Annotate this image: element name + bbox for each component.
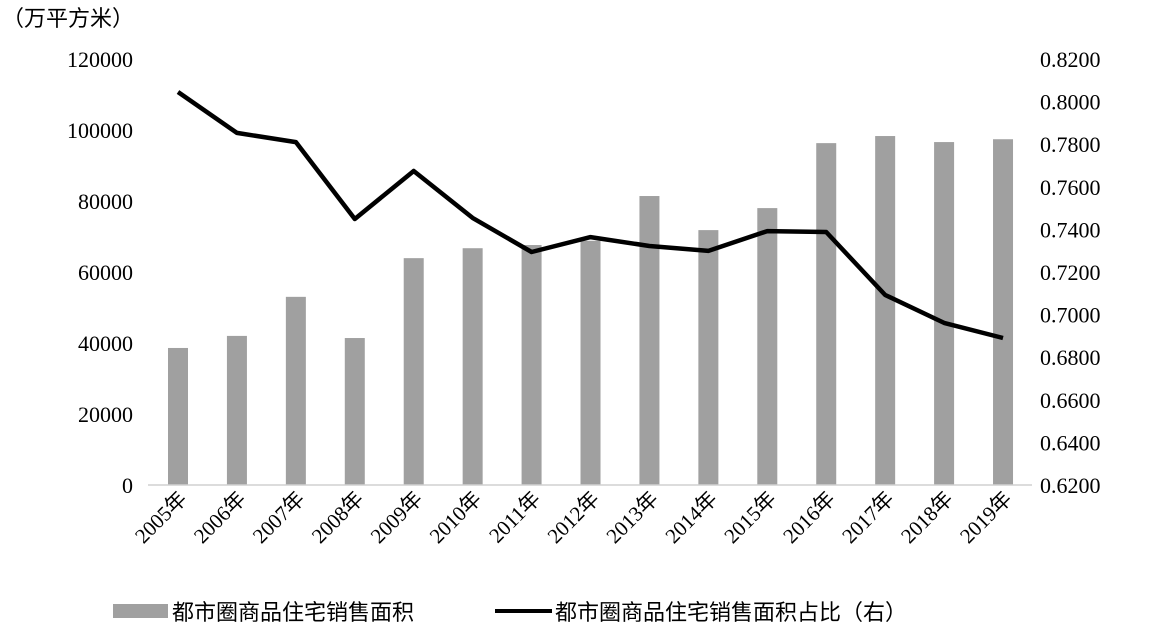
x-tick-label: 2008年 [307, 487, 369, 549]
bar [698, 230, 719, 485]
legend-line-label: 都市圈商品住宅销售面积占比（右） [555, 601, 907, 626]
legend-bar-swatch [113, 604, 168, 618]
right-tick-label: 0.6600 [1040, 388, 1101, 413]
bar [816, 143, 837, 485]
x-tick-label: 2015年 [719, 487, 781, 549]
bar [993, 139, 1014, 486]
bar [285, 296, 306, 485]
right-tick-label: 0.7200 [1040, 260, 1101, 285]
right-tick-label: 0.8000 [1040, 90, 1101, 115]
x-tick-label: 2019年 [955, 487, 1017, 549]
left-tick-label: 100000 [67, 118, 133, 143]
x-axis: 2005年2006年2007年2008年2009年2010年2011年2012年… [130, 487, 1017, 549]
right-tick-label: 0.7000 [1040, 303, 1101, 328]
left-tick-label: 120000 [67, 47, 133, 72]
right-tick-label: 0.7800 [1040, 132, 1101, 157]
bar [344, 338, 365, 485]
line-series [176, 90, 1004, 341]
x-tick-label: 2014年 [660, 487, 722, 549]
bar [639, 196, 660, 485]
right-tick-label: 0.6800 [1040, 345, 1101, 370]
legend-bar-label: 都市圈商品住宅销售面积 [172, 601, 414, 626]
bar [521, 245, 542, 485]
left-tick-label: 20000 [78, 402, 133, 427]
bar [934, 142, 955, 485]
right-tick-label: 0.7400 [1040, 217, 1101, 242]
right-tick-label: 0.6200 [1040, 473, 1101, 498]
left-tick-label: 40000 [78, 331, 133, 356]
x-tick-label: 2012年 [543, 487, 605, 549]
bar [580, 240, 601, 485]
x-tick-label: 2010年 [425, 487, 487, 549]
x-tick-label: 2013年 [601, 487, 663, 549]
right-axis: 0.6200 0.6400 0.6600 0.6800 0.7000 0.7200 0.74… [1040, 47, 1101, 498]
bar [462, 248, 483, 485]
bar [757, 208, 778, 485]
bar [226, 335, 247, 485]
left-tick-label: 60000 [78, 260, 133, 285]
x-tick-label: 2016年 [778, 487, 840, 549]
x-tick-label: 2005年 [130, 487, 192, 549]
bar [875, 136, 896, 485]
left-tick-label: 80000 [78, 189, 133, 214]
x-tick-label: 2006年 [189, 487, 251, 549]
x-tick-label: 2018年 [896, 487, 958, 549]
legend: 都市圈商品住宅销售面积 都市圈商品住宅销售面积占比（右） [113, 601, 907, 626]
bar-series [168, 136, 1014, 486]
right-tick-label: 0.8200 [1040, 47, 1101, 72]
bar [168, 347, 188, 485]
left-axis: 0 20000 40000 60000 80000 100000 120000 [67, 47, 133, 498]
x-tick-label: 2017年 [837, 487, 899, 549]
bar [403, 258, 424, 485]
x-tick-label: 2011年 [484, 487, 545, 548]
left-tick-label: 0 [122, 473, 133, 498]
x-tick-label: 2007年 [248, 487, 310, 549]
right-tick-label: 0.7600 [1040, 175, 1101, 200]
unit-label: （万平方米） [2, 7, 134, 32]
x-tick-label: 2009年 [366, 487, 428, 549]
right-tick-label: 0.6400 [1040, 430, 1101, 455]
